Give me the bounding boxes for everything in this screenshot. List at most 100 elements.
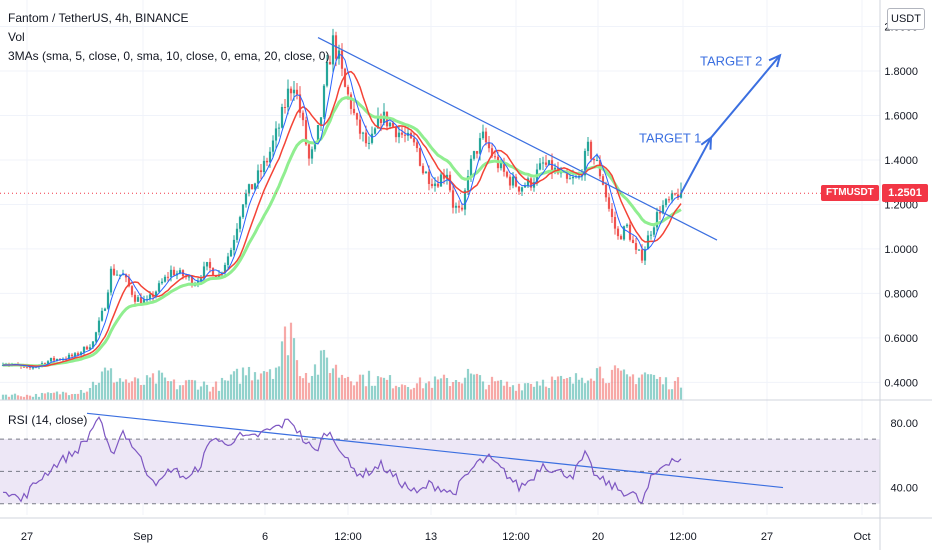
volume-bar	[631, 374, 635, 400]
candle-body	[223, 264, 227, 273]
volume-bar	[280, 341, 284, 400]
volume-bar	[169, 381, 173, 400]
candle-body	[142, 299, 146, 304]
volume-bar	[487, 384, 491, 400]
drawings[interactable]: TARGET 1 TARGET 2	[86, 37, 784, 489]
volume-bar	[181, 385, 185, 400]
candle-body	[328, 61, 332, 65]
volume-bar	[574, 373, 578, 400]
candle-body	[46, 361, 50, 365]
candle-body	[604, 184, 608, 198]
volume-bar	[202, 381, 206, 400]
volume-legend[interactable]: Vol	[8, 30, 25, 44]
rsi-series-line	[2, 416, 682, 505]
volume-bar	[529, 383, 533, 400]
volume-bar	[46, 392, 50, 400]
candle-body	[97, 320, 101, 333]
volume-bar	[382, 377, 386, 400]
price-tick-label: 1.2000	[884, 199, 918, 211]
target-2-arrowhead	[768, 53, 782, 68]
volume-bar	[250, 380, 254, 400]
candle-body	[343, 68, 347, 87]
candle-body	[364, 132, 368, 144]
volume-bar	[55, 391, 59, 400]
ma-legend[interactable]: 3MAs (sma, 5, close, 0, sma, 10, close, …	[8, 49, 330, 63]
volume-bar	[454, 380, 458, 400]
symbol-price-tag: FTMUSDT	[821, 185, 879, 202]
candle-body	[577, 175, 581, 177]
volume-bar	[343, 378, 347, 400]
candle-body	[679, 193, 683, 198]
symbol-legend[interactable]: Fantom / TetherUS, 4h, BINANCE	[8, 11, 189, 25]
volume-bar	[76, 393, 80, 400]
volume-bar	[556, 376, 560, 400]
candle-body	[583, 151, 587, 176]
time-tick-label: Sep	[133, 531, 153, 543]
volume-bar	[37, 396, 41, 400]
volume-bar	[673, 380, 677, 400]
volume-bar	[196, 389, 200, 400]
volume-bar	[118, 378, 122, 400]
ema-20-line	[3, 96, 682, 368]
candle-body	[403, 134, 407, 136]
volume-bar	[40, 392, 44, 400]
volume-bar	[430, 387, 434, 400]
candle-body	[505, 171, 509, 177]
volume-bar	[1, 394, 5, 400]
candle-body	[439, 174, 443, 187]
candle-body	[103, 308, 107, 311]
candle-body	[55, 358, 59, 361]
volume-bar	[277, 366, 281, 400]
volume-bar	[442, 374, 446, 400]
volume-bar	[265, 371, 269, 400]
candle-body	[661, 205, 665, 214]
candle-body	[649, 234, 653, 236]
volume-bar	[505, 381, 509, 400]
volume-bar	[361, 374, 365, 400]
candle-body	[517, 186, 521, 192]
candle-body	[445, 174, 449, 179]
candle-body	[322, 85, 326, 118]
volume-bar	[592, 380, 596, 400]
candle-body	[283, 106, 287, 108]
candle-body	[643, 249, 647, 261]
volume-bar	[439, 378, 443, 400]
volume-bar	[622, 369, 626, 400]
candle-body	[625, 224, 629, 227]
currency-button[interactable]: USDT	[887, 8, 925, 30]
volume-bar	[520, 390, 524, 400]
volume-bar	[331, 368, 335, 400]
candle-body	[475, 151, 479, 154]
candle-body	[166, 276, 170, 278]
volume-bar	[577, 379, 581, 400]
price-grid	[0, 0, 880, 515]
volume-bar	[493, 381, 497, 400]
volume-bar	[625, 374, 629, 400]
volume-bar	[658, 376, 662, 400]
candle-body	[232, 239, 236, 251]
candle-body	[94, 332, 98, 342]
volume-bar	[244, 375, 248, 400]
volume-bar	[433, 376, 437, 400]
rsi-line	[2, 416, 682, 505]
volume-bar	[364, 386, 368, 400]
candle-body	[487, 142, 491, 149]
sma-5-line	[2, 53, 682, 368]
candle-body	[514, 176, 518, 187]
volume-bar	[145, 375, 149, 400]
candle-body	[550, 160, 554, 173]
volume-bar	[310, 375, 314, 400]
sma-10-line	[2, 70, 682, 367]
rsi-tick-label: 80.00	[890, 418, 918, 430]
volume-bar	[268, 369, 272, 400]
candle-body	[628, 224, 632, 240]
volume-bar	[478, 375, 482, 400]
volume-bar	[166, 381, 170, 400]
candle-body	[112, 268, 116, 275]
rsi-legend[interactable]: RSI (14, close)	[8, 413, 88, 427]
volume-bar	[541, 379, 545, 400]
volume-bar	[31, 396, 35, 400]
rsi-band	[0, 438, 880, 505]
candle-body	[460, 207, 464, 210]
time-tick-label: 12:00	[502, 531, 530, 543]
